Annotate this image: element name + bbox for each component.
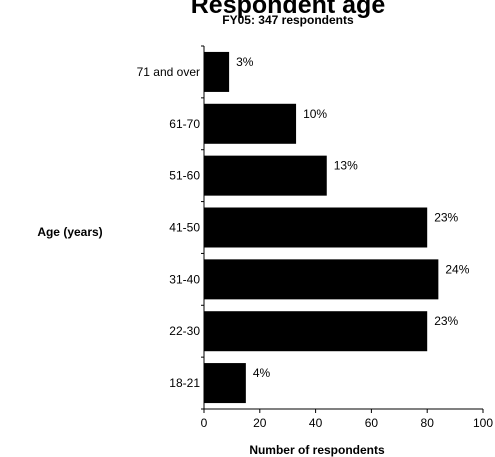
y-tick-label: 71 and over bbox=[137, 65, 200, 79]
chart-subtitle: FY05: 347 respondents bbox=[222, 13, 354, 27]
y-axis-label: Age (years) bbox=[37, 225, 102, 239]
bar bbox=[204, 51, 230, 92]
x-tick-label: 60 bbox=[365, 416, 379, 430]
x-tick-label: 20 bbox=[253, 416, 267, 430]
x-tick-label: 100 bbox=[473, 416, 493, 430]
data-label: 13% bbox=[334, 159, 358, 173]
x-tick-label: 0 bbox=[201, 416, 208, 430]
y-tick-label: 51-60 bbox=[169, 169, 200, 183]
y-tick-label: 22-30 bbox=[169, 324, 200, 338]
y-tick-label: 61-70 bbox=[169, 117, 200, 131]
data-label: 23% bbox=[434, 211, 458, 225]
plot-area: 71 and over 3% 61-70 10% 51-60 13% 41-50 23% 31-… bbox=[137, 45, 493, 430]
bar bbox=[204, 155, 327, 196]
bar bbox=[204, 207, 428, 248]
y-tick-label: 41-50 bbox=[169, 221, 200, 235]
bar bbox=[204, 259, 439, 300]
data-label: 23% bbox=[434, 314, 458, 328]
y-tick-label: 31-40 bbox=[169, 272, 200, 286]
x-tick-label: 40 bbox=[309, 416, 323, 430]
x-axis-label: Number of respondents bbox=[249, 443, 385, 457]
bar bbox=[204, 103, 297, 144]
y-tick-label: 18-21 bbox=[169, 376, 200, 390]
x-tick-label: 80 bbox=[421, 416, 435, 430]
data-label: 3% bbox=[236, 55, 254, 69]
chart-title: Respondent age bbox=[191, 0, 386, 19]
data-label: 24% bbox=[445, 262, 469, 276]
data-label: 10% bbox=[303, 107, 327, 121]
bar bbox=[204, 311, 428, 352]
bar bbox=[204, 363, 246, 404]
data-label: 4% bbox=[253, 366, 271, 380]
